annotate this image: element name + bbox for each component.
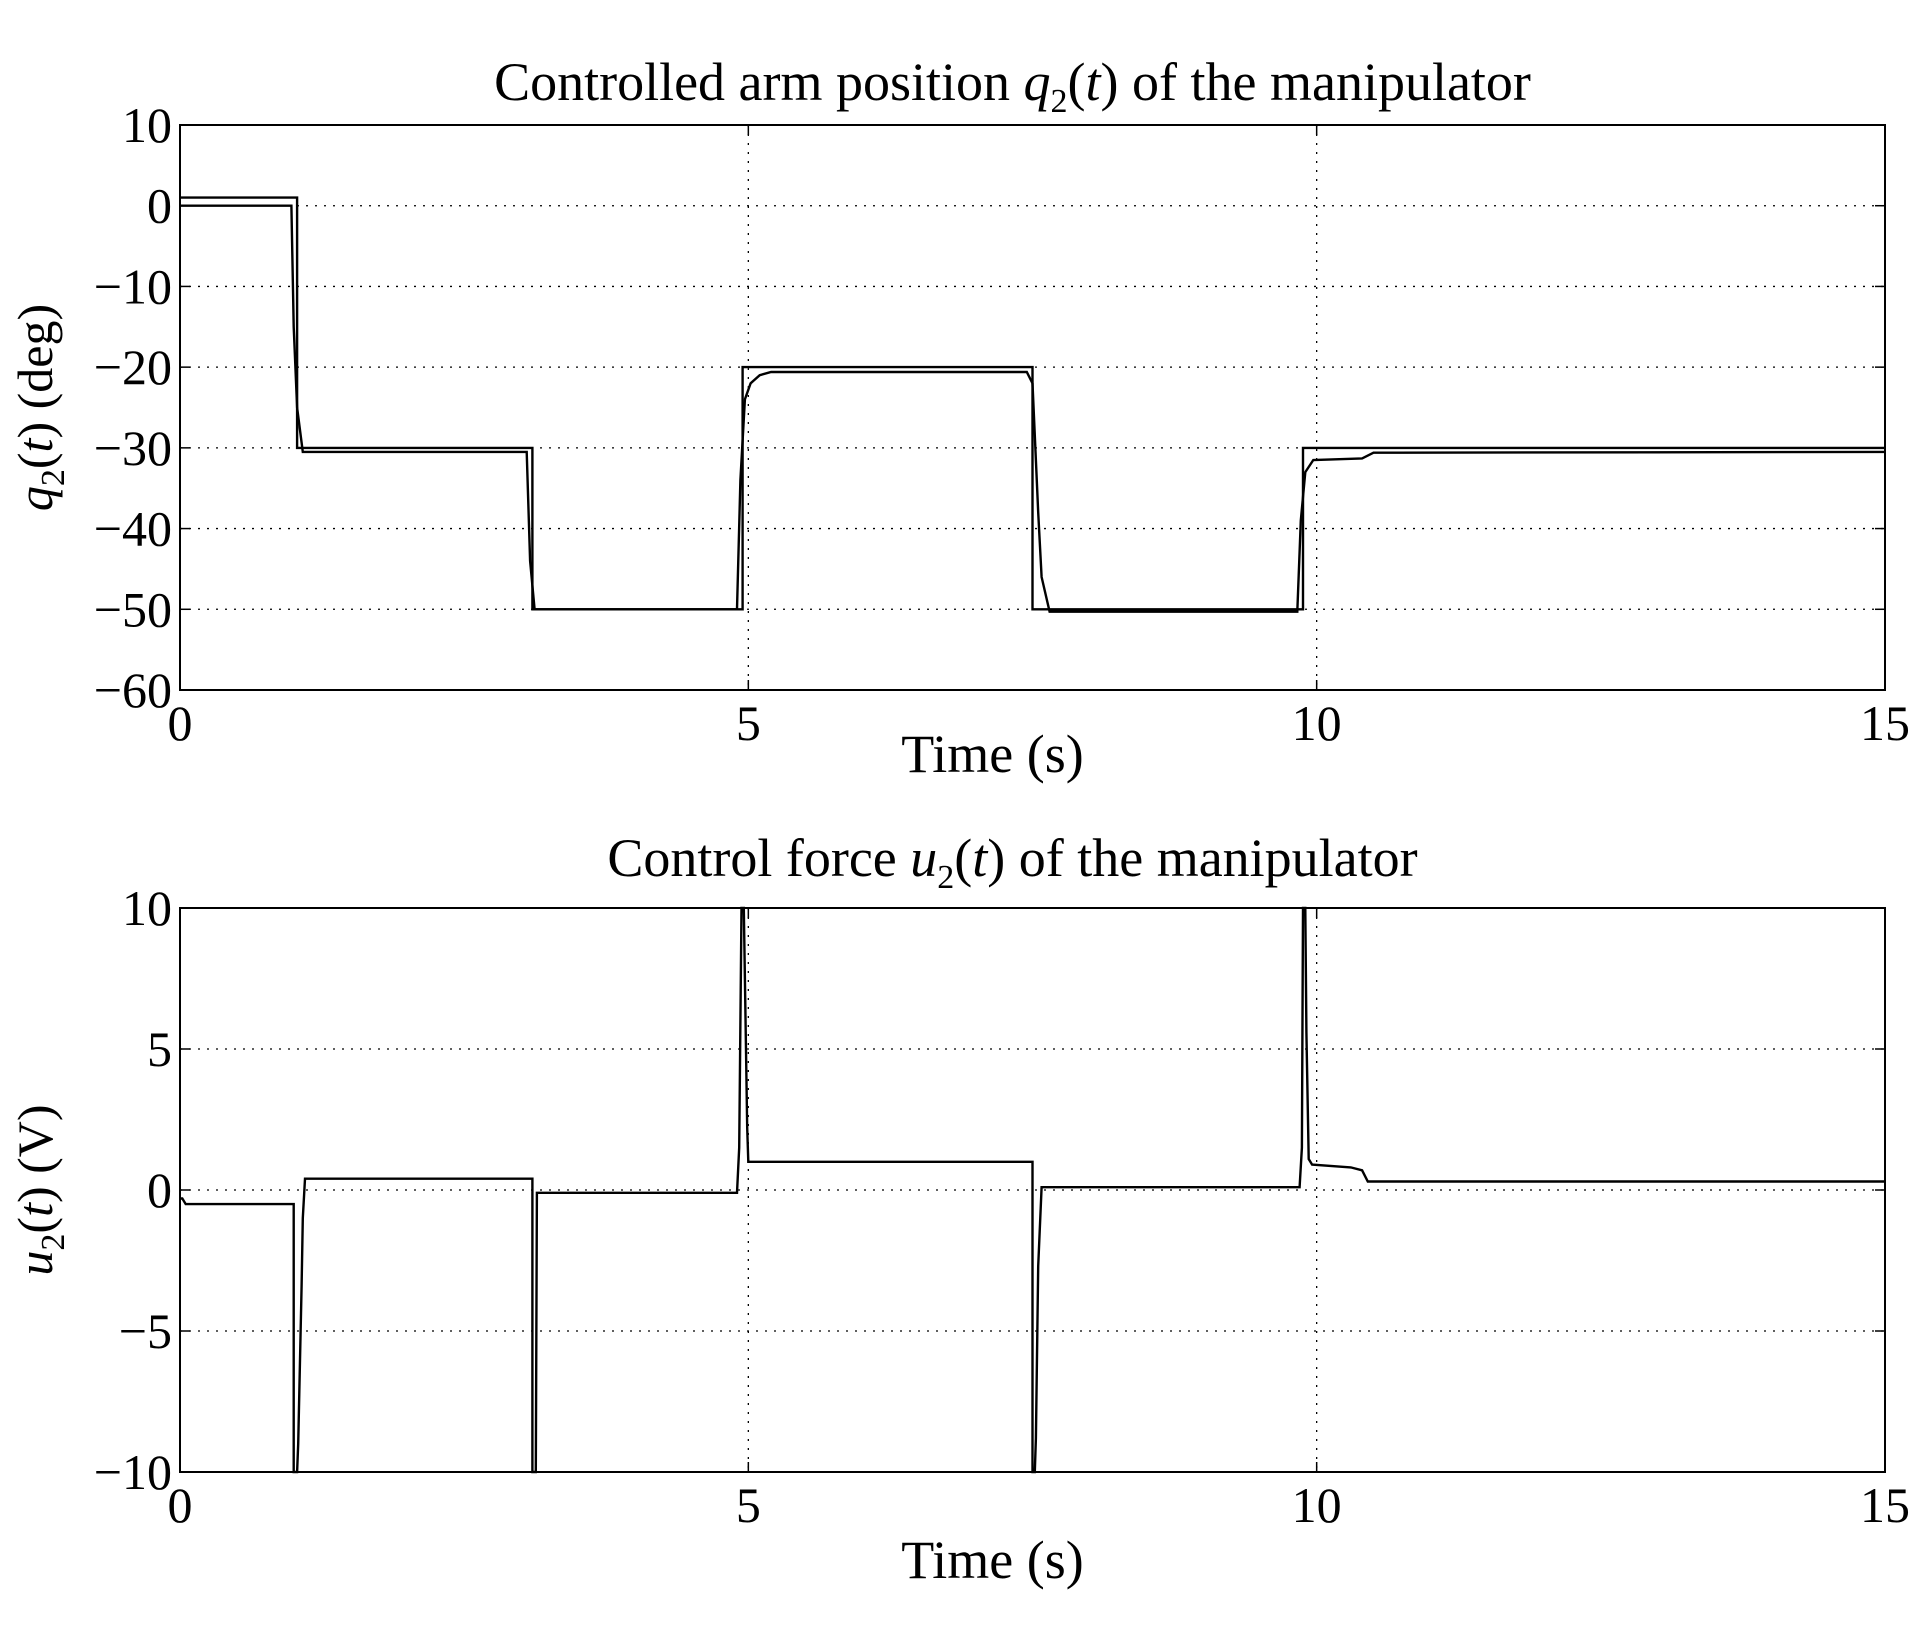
x-axis-label: Time (s)	[901, 724, 1084, 784]
axes-box	[179, 124, 1886, 691]
x-tick-label: 15	[1860, 1477, 1909, 1533]
x-tick-label: 0	[168, 1477, 193, 1533]
axes-box	[179, 907, 1886, 1473]
x-tick-label: 10	[1292, 1477, 1342, 1533]
series-line-2	[180, 204, 1886, 613]
y-tick-label: −40	[94, 501, 172, 557]
x-tick-label: 0	[168, 695, 193, 751]
y-axis-label: u2(t) (V)	[7, 1104, 72, 1275]
x-tick-label: 5	[736, 1477, 761, 1533]
x-axis-label: Time (s)	[901, 1530, 1084, 1590]
y-tick-label: −30	[94, 420, 172, 476]
y-tick-label: 10	[122, 880, 172, 936]
y-tick-label: −10	[94, 258, 172, 314]
chart-1: 0 5 10 15 10 0 −10 −20 −30 −40 −50 −60 Time (s) Contr…	[7, 52, 1909, 784]
y-tick-label: −60	[94, 662, 172, 718]
y-tick-label: −10	[94, 1444, 172, 1500]
series-line-1	[180, 906, 1885, 1474]
y-tick-label: −20	[94, 339, 172, 395]
y-tick-label: 5	[147, 1021, 172, 1077]
chart-title: Control force u2(t) of the manipulator	[607, 828, 1417, 896]
x-tick-label: 15	[1860, 695, 1909, 751]
y-tick-label: −5	[119, 1303, 172, 1359]
chart-title: Controlled arm position q2(t) of the man…	[494, 52, 1531, 120]
x-tick-label: 10	[1292, 695, 1342, 751]
y-tick-label: 0	[147, 178, 172, 234]
y-tick-label: 10	[122, 97, 172, 153]
y-tick-label: −50	[94, 581, 172, 637]
y-tick-label: 0	[147, 1162, 172, 1218]
y-axis-label: q2(t) (deg)	[7, 304, 72, 511]
x-tick-label: 5	[736, 695, 761, 751]
chart-2: 0 5 10 15 10 5 0 −5 −10 Time (s) Control force u2(…	[7, 828, 1909, 1590]
